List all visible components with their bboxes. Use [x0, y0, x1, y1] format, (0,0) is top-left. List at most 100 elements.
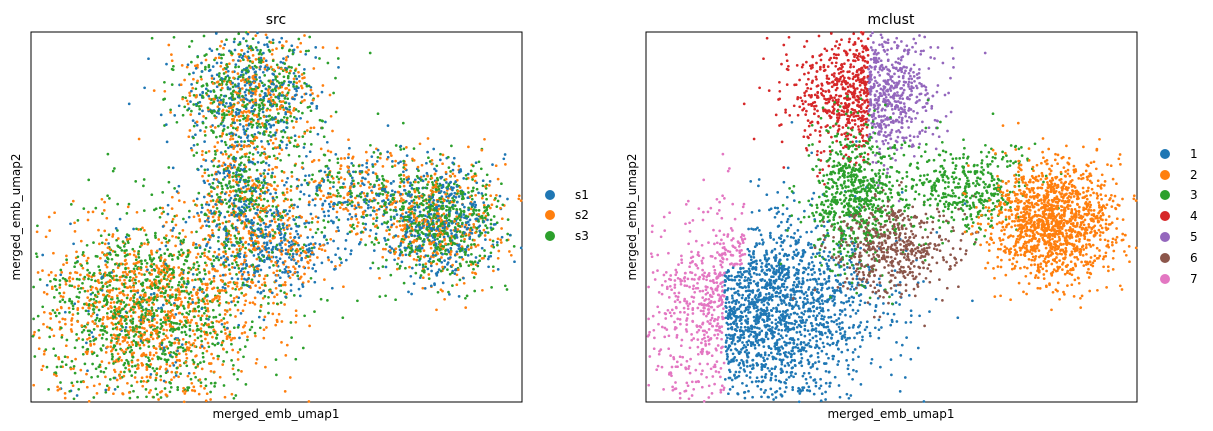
scatter-point: [183, 348, 187, 352]
scatter-point: [364, 228, 367, 231]
scatter-point: [279, 100, 283, 104]
scatter-point: [188, 45, 191, 48]
scatter-point: [177, 184, 181, 188]
scatter-point: [172, 327, 176, 331]
scatter-point: [251, 60, 254, 64]
scatter-point: [215, 319, 219, 323]
scatter-point: [270, 52, 274, 56]
scatter-point: [196, 362, 200, 366]
scatter-point: [133, 364, 137, 368]
scatter-point: [158, 331, 161, 334]
scatter-point: [384, 185, 388, 189]
scatter-point: [34, 252, 38, 256]
scatter-point: [257, 235, 261, 238]
scatter-point: [264, 248, 268, 252]
scatter-point: [228, 164, 231, 168]
scatter-point: [262, 160, 265, 163]
scatter-point: [258, 326, 262, 330]
scatter-point: [205, 91, 208, 95]
scatter-point: [288, 48, 292, 52]
scatter-point: [250, 94, 253, 98]
scatter-point: [221, 273, 225, 277]
scatter-point: [309, 88, 313, 92]
scatter-point: [241, 243, 245, 246]
scatter-point: [274, 255, 278, 259]
scatter-point: [112, 301, 116, 304]
scatter-point: [54, 371, 58, 374]
scatter-point: [188, 297, 191, 300]
scatter-point: [368, 51, 372, 55]
scatter-point: [272, 73, 276, 76]
scatter-point: [224, 332, 227, 335]
scatter-point: [307, 250, 310, 254]
scatter-point: [96, 278, 100, 282]
scatter-point: [159, 365, 162, 369]
scatter-point: [156, 286, 160, 290]
scatter-point: [238, 89, 242, 93]
scatter-point: [211, 181, 215, 185]
scatter-point: [163, 310, 167, 313]
scatter-point: [108, 283, 112, 287]
scatter-point: [57, 311, 61, 315]
scatter-point: [298, 254, 302, 257]
scatter-point: [275, 205, 278, 209]
scatter-point: [306, 261, 310, 265]
scatter-point: [301, 346, 305, 350]
scatter-point: [161, 321, 165, 324]
scatter-point: [244, 184, 248, 188]
scatter-point: [232, 372, 236, 376]
scatter-point: [339, 194, 342, 198]
scatter-point: [200, 164, 203, 168]
scatter-point: [169, 303, 173, 307]
scatter-point: [108, 247, 112, 251]
scatter-point: [92, 342, 96, 346]
scatter-point: [280, 179, 284, 183]
scatter-point: [151, 337, 155, 341]
scatter-point: [110, 339, 113, 342]
scatter-point: [92, 396, 96, 399]
scatter-point: [146, 318, 149, 321]
scatter-point: [255, 257, 259, 261]
scatter-point: [71, 313, 75, 316]
scatter-point: [261, 207, 265, 211]
scatter-point: [477, 191, 480, 195]
scatter-point: [171, 293, 174, 296]
scatter-point: [249, 122, 252, 126]
scatter-point: [186, 271, 190, 275]
scatter-point: [239, 209, 243, 212]
scatter-point: [288, 232, 292, 236]
scatter-point: [132, 276, 135, 280]
scatter-point: [235, 128, 239, 132]
scatter-point: [183, 392, 187, 395]
scatter-point: [375, 160, 379, 163]
scatter-point: [210, 280, 214, 284]
scatter-point: [314, 46, 318, 49]
scatter-point: [168, 353, 172, 357]
scatter-point: [52, 296, 56, 299]
scatter-point: [198, 286, 202, 290]
scatter-point: [319, 147, 323, 151]
scatter-point: [244, 246, 247, 250]
scatter-point: [196, 327, 199, 331]
scatter-point: [115, 342, 119, 345]
scatter-point: [224, 143, 228, 147]
scatter-point: [171, 166, 175, 170]
scatter-point: [215, 111, 219, 114]
scatter-point: [75, 250, 78, 254]
scatter-point: [294, 240, 298, 244]
scatter-point: [171, 258, 174, 261]
scatter-point: [368, 234, 371, 238]
scatter-point: [89, 344, 93, 347]
scatter-point: [251, 228, 255, 232]
scatter-point: [129, 314, 133, 318]
scatter-point: [207, 225, 211, 228]
scatter-point: [228, 49, 231, 53]
scatter-point: [165, 362, 169, 366]
scatter-point: [250, 110, 253, 113]
scatter-point: [132, 389, 135, 393]
scatter-point: [199, 329, 203, 333]
scatter-point: [289, 69, 292, 73]
scatter-point: [101, 322, 105, 325]
scatter-point: [155, 309, 159, 313]
scatter-point: [381, 199, 384, 203]
